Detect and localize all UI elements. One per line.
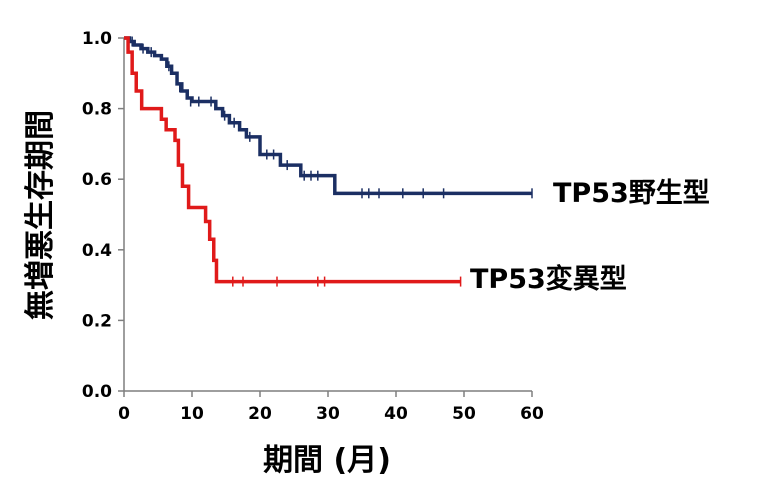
y-tick-label: 0.8 [82,100,112,120]
km-curve-mutant [124,36,461,284]
y-tick-label: 0.4 [82,241,112,261]
ticks: 0 10 20 30 40 50 60 0.0 0.2 0.4 0.6 0.8 1.0 [82,29,544,424]
x-axis-title: 期間 (月) [263,443,391,478]
km-curve-wildtype [124,36,532,196]
y-tick-label: 0.2 [82,311,112,331]
y-tick-label: 0.6 [82,170,112,190]
x-tick-label: 60 [520,404,544,424]
x-tick-label: 30 [316,404,340,424]
y-axis-title: 無増悪生存期間 [23,110,58,320]
x-tick-label: 10 [180,404,204,424]
x-tick-label: 40 [384,404,408,424]
y-tick-label: 1.0 [82,29,112,49]
x-tick-label: 50 [452,404,476,424]
series-label-wildtype: TP53野生型 [553,178,710,209]
series-group [124,36,533,287]
x-tick-label: 0 [118,404,130,424]
series-label-mutant: TP53変異型 [470,263,627,295]
y-tick-label: 0.0 [82,382,112,402]
x-tick-label: 20 [248,404,272,424]
